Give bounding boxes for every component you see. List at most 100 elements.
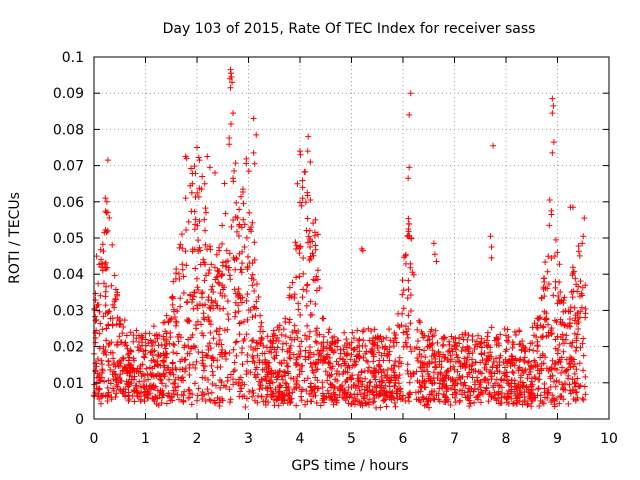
data-point	[558, 354, 565, 361]
data-point	[443, 382, 450, 389]
data-point	[550, 139, 557, 146]
grid-layer	[94, 57, 609, 419]
data-point	[287, 342, 294, 349]
data-point	[356, 342, 363, 349]
data-point	[117, 371, 124, 378]
data-point	[185, 386, 192, 393]
data-point	[243, 331, 250, 338]
data-point	[556, 261, 563, 268]
data-point	[102, 346, 109, 353]
data-point	[188, 165, 195, 172]
data-point	[142, 350, 149, 357]
data-point	[262, 375, 269, 382]
data-point	[293, 246, 300, 253]
data-point	[267, 344, 274, 351]
data-point	[219, 240, 226, 247]
data-point	[315, 231, 322, 238]
data-point	[300, 255, 307, 262]
data-point	[167, 329, 174, 336]
data-point	[96, 396, 103, 403]
data-point	[170, 306, 177, 313]
data-point	[226, 75, 233, 82]
data-point	[233, 352, 240, 359]
data-point	[504, 399, 511, 406]
data-point	[577, 278, 584, 285]
data-point	[405, 175, 412, 182]
data-point	[543, 333, 550, 340]
data-point	[150, 323, 157, 330]
data-point	[493, 397, 500, 404]
x-tick-label: 9	[553, 431, 562, 447]
data-point	[216, 305, 223, 312]
data-point	[440, 351, 447, 358]
data-point	[331, 340, 338, 347]
data-point	[419, 378, 426, 385]
data-point	[403, 328, 410, 335]
data-point	[316, 331, 323, 338]
data-point	[580, 352, 587, 359]
data-point	[376, 382, 383, 389]
data-point	[125, 357, 132, 364]
y-tick-label: 0.07	[53, 159, 84, 175]
data-point	[362, 375, 369, 382]
data-point	[196, 244, 203, 251]
data-point	[456, 398, 463, 405]
data-point	[210, 288, 217, 295]
data-point	[520, 379, 527, 386]
data-point	[238, 385, 245, 392]
data-point	[486, 390, 493, 397]
data-point	[405, 286, 412, 293]
data-point	[466, 397, 473, 404]
y-axis-label: ROTI / TECUs	[7, 192, 23, 284]
data-point	[509, 345, 516, 352]
data-point	[344, 369, 351, 376]
data-point	[469, 333, 476, 340]
data-point	[474, 343, 481, 350]
data-point	[539, 399, 546, 406]
data-point	[481, 350, 488, 357]
data-point	[366, 382, 373, 389]
data-point	[312, 216, 319, 223]
data-point	[310, 351, 317, 358]
data-point	[126, 361, 133, 368]
data-point	[338, 362, 345, 369]
data-point	[513, 357, 520, 364]
data-point	[309, 250, 316, 257]
data-point	[559, 319, 566, 326]
data-point	[110, 387, 117, 394]
data-point	[348, 375, 355, 382]
data-point	[106, 340, 113, 347]
data-point	[96, 261, 103, 268]
data-point	[400, 287, 407, 294]
data-point	[106, 214, 113, 221]
data-point	[304, 322, 311, 329]
data-point	[259, 366, 266, 373]
data-point	[168, 294, 175, 301]
data-point	[128, 348, 135, 355]
data-point	[164, 392, 171, 399]
data-point	[436, 353, 443, 360]
data-point	[501, 364, 508, 371]
data-point	[193, 302, 200, 309]
data-point	[206, 243, 213, 250]
data-point	[232, 309, 239, 316]
data-point	[317, 402, 324, 409]
data-point	[244, 316, 251, 323]
data-point	[227, 276, 234, 283]
data-point	[526, 346, 533, 353]
data-point	[233, 228, 240, 235]
data-point	[439, 381, 446, 388]
data-point	[444, 356, 451, 363]
data-point	[241, 221, 248, 228]
data-point	[299, 184, 306, 191]
data-point	[224, 257, 231, 264]
data-point	[488, 254, 495, 261]
data-point	[100, 313, 107, 320]
data-point	[580, 367, 587, 374]
data-point	[563, 356, 570, 363]
data-point	[545, 387, 552, 394]
data-point	[553, 396, 560, 403]
data-point	[530, 347, 537, 354]
data-point	[210, 335, 217, 342]
data-point	[423, 401, 430, 408]
